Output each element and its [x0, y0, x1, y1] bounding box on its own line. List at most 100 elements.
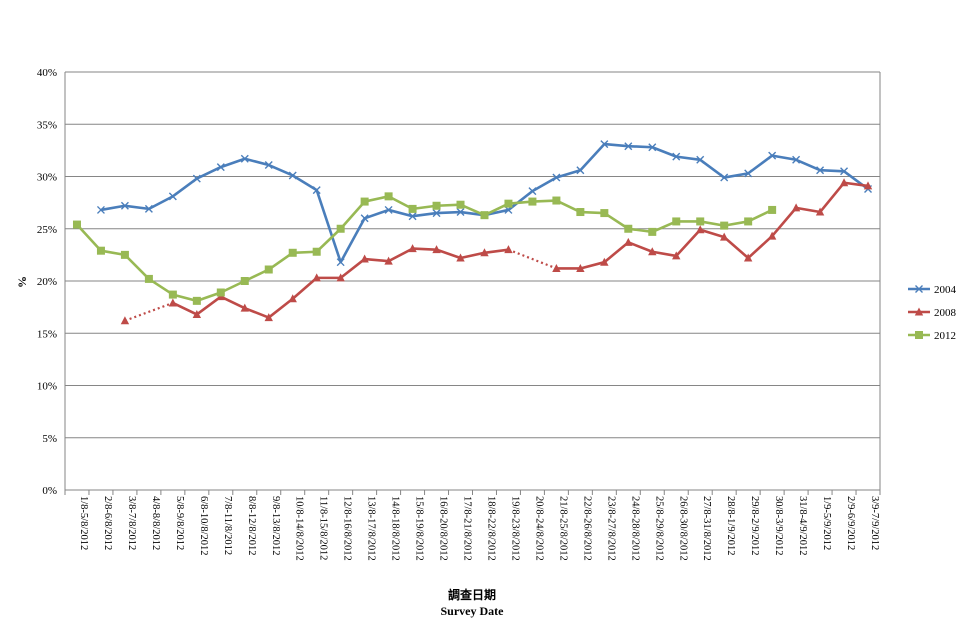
x-tick-label: 20/8-24/8/2012	[533, 496, 544, 561]
data-point-marker	[915, 331, 923, 339]
data-point-marker	[504, 245, 513, 254]
x-tick-label: 17/8-21/8/2012	[462, 496, 473, 561]
data-point-marker	[288, 248, 297, 257]
data-point-marker	[672, 251, 681, 260]
y-axis-label: %	[15, 276, 29, 288]
data-point-marker	[168, 290, 177, 299]
data-point-marker	[456, 200, 465, 209]
data-point-marker	[767, 231, 777, 240]
data-point-marker	[264, 265, 273, 274]
x-tick-label: 18/8-22/8/2012	[485, 496, 496, 561]
data-point-marker	[312, 186, 321, 195]
data-point-marker	[720, 221, 729, 230]
y-tick-label: 0%	[42, 485, 57, 497]
data-point-marker	[552, 173, 561, 182]
x-tick-label: 22/8-26/8/2012	[581, 496, 592, 561]
data-point-marker	[336, 258, 345, 267]
x-tick-label: 28/8-1/9/2012	[725, 496, 736, 556]
data-point-marker	[815, 207, 825, 216]
data-point-marker	[144, 204, 153, 213]
data-point-marker	[336, 224, 345, 233]
x-tick-label: 3/8-7/8/2012	[126, 496, 137, 550]
legend-item-2008: 2008	[908, 307, 957, 319]
data-point-marker	[528, 197, 537, 206]
x-tick-label: 21/8-25/8/2012	[557, 496, 568, 561]
data-point-marker	[552, 196, 561, 205]
data-point-marker	[216, 288, 225, 297]
data-point-marker	[96, 246, 105, 255]
x-tick-label: 10/8-14/8/2012	[294, 496, 305, 561]
x-tick-label: 1/8-5/8/2012	[78, 496, 89, 550]
y-tick-label: 35%	[37, 119, 57, 131]
x-tick-label: 24/8-28/8/2012	[629, 496, 640, 561]
data-point-marker	[719, 232, 729, 241]
x-tick-label: 16/8-20/8/2012	[438, 496, 449, 561]
gridlines	[64, 71, 881, 491]
y-tick-label: 10%	[37, 381, 57, 393]
data-point-marker	[576, 263, 585, 272]
series-gap-connector-2008	[124, 301, 174, 322]
data-point-marker	[792, 155, 801, 164]
data-point-marker	[408, 244, 417, 253]
data-point-marker	[384, 256, 393, 265]
x-tick-label: 9/8-13/8/2012	[270, 496, 281, 556]
x-tick-label: 26/8-30/8/2012	[677, 496, 688, 561]
series-gap-connector-2008	[508, 248, 557, 270]
data-point-marker	[216, 163, 225, 172]
data-point-marker	[744, 169, 753, 178]
series-line-2008	[556, 181, 869, 270]
x-tick-label: 3/9-7/9/2012	[869, 496, 880, 550]
x-tick-label: 6/8-10/8/2012	[198, 496, 209, 556]
data-point-marker	[456, 208, 465, 217]
data-point-marker	[168, 298, 178, 307]
x-tick-label: 1/9-5/9/2012	[821, 496, 832, 550]
data-point-marker	[648, 143, 657, 152]
y-tick-label: 5%	[42, 433, 57, 445]
data-point-marker	[168, 192, 177, 201]
data-point-marker	[624, 142, 633, 151]
data-point-marker	[914, 307, 924, 316]
x-tick-label: 7/8-11/8/2012	[222, 496, 233, 555]
data-point-marker	[360, 197, 369, 206]
legend-label: 2012	[934, 330, 956, 342]
x-tick-label: 13/8-17/8/2012	[366, 496, 377, 561]
data-point-marker	[264, 313, 273, 322]
data-point-marker	[768, 205, 777, 214]
x-tick-label: 30/8-3/9/2012	[773, 496, 784, 556]
y-tick-label: 30%	[37, 172, 57, 184]
data-point-marker	[552, 263, 561, 272]
data-point-marker	[624, 224, 633, 233]
data-point-marker	[672, 217, 681, 226]
data-point-marker	[600, 140, 609, 149]
data-point-marker	[624, 237, 633, 246]
x-axis-label-chinese: 調查日期	[448, 587, 496, 602]
data-point-marker	[744, 217, 753, 226]
data-point-marker	[863, 181, 873, 190]
x-tick-label: 29/8-2/9/2012	[749, 496, 760, 556]
data-point-marker	[839, 178, 849, 187]
x-tick-label: 2/9-6/9/2012	[845, 496, 856, 550]
data-point-marker	[576, 208, 585, 217]
data-point-marker	[528, 187, 537, 196]
data-point-marker	[240, 303, 249, 312]
legend-label: 2004	[934, 284, 957, 296]
data-point-marker	[600, 209, 609, 218]
x-axis-label-english: Survey Date	[441, 604, 505, 618]
data-point-marker	[288, 294, 297, 303]
data-point-marker	[672, 152, 681, 161]
data-point-marker	[696, 155, 705, 164]
data-point-marker	[240, 277, 249, 285]
series-2008	[120, 178, 873, 325]
series-2004	[96, 140, 873, 267]
data-point-marker	[408, 204, 417, 213]
x-tick-label: 19/8-23/8/2012	[509, 496, 520, 561]
data-point-marker	[480, 211, 489, 220]
legend-label: 2008	[934, 307, 957, 319]
series-line-2004	[100, 142, 869, 264]
data-point-marker	[192, 309, 202, 318]
data-point-marker	[264, 161, 273, 169]
data-point-marker	[720, 173, 729, 182]
data-point-marker	[96, 205, 105, 214]
data-point-marker	[120, 250, 129, 259]
x-tick-label: 5/8-9/8/2012	[174, 496, 185, 550]
